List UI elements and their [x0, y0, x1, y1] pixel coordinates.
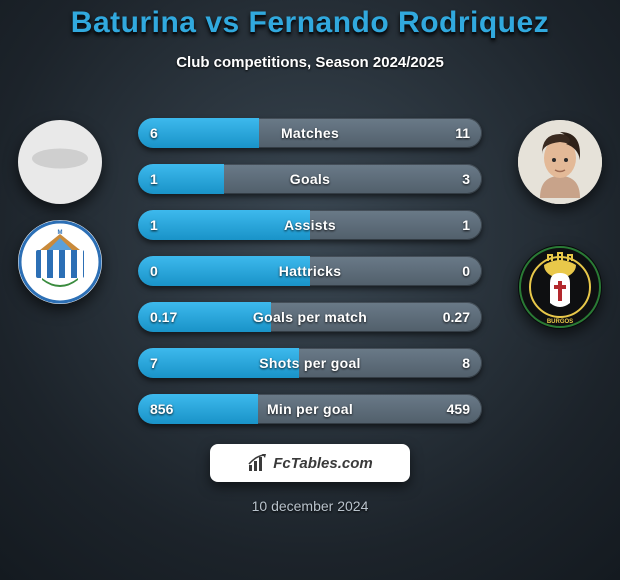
club-badge-right: BURGOS	[518, 245, 602, 329]
svg-text:M: M	[58, 230, 63, 236]
stat-value-right: 0.27	[443, 309, 470, 325]
stat-value-right: 3	[462, 171, 470, 187]
player-face-icon	[518, 120, 602, 204]
club-badge-left: M	[18, 220, 102, 304]
stat-row: 0 Hattricks 0	[138, 256, 482, 286]
page-title: Baturina vs Fernando Rodriquez	[0, 0, 620, 40]
stat-row: 0.17 Goals per match 0.27	[138, 302, 482, 332]
svg-text:BURGOS: BURGOS	[547, 319, 573, 325]
player-photo-left	[18, 120, 102, 204]
brand-badge: FcTables.com	[210, 444, 410, 482]
stat-value-left: 7	[150, 355, 158, 371]
stat-row: 856 Min per goal 459	[138, 394, 482, 424]
stat-label: Assists	[284, 217, 336, 233]
malaga-badge-icon: M	[18, 220, 102, 304]
player-photo-right	[518, 120, 602, 204]
stat-row: 7 Shots per goal 8	[138, 348, 482, 378]
stat-label: Min per goal	[267, 401, 353, 417]
stat-value-right: 0	[462, 263, 470, 279]
fctables-logo-icon	[247, 452, 269, 474]
stat-bars: 6Matches111Goals31Assists10Hattricks00.1…	[138, 118, 482, 440]
stat-label: Shots per goal	[259, 355, 360, 371]
avatar-placeholder-icon	[29, 131, 91, 201]
date-line: 10 december 2024	[0, 498, 620, 514]
stat-row: 6 Matches 11	[138, 118, 482, 148]
stat-value-right: 8	[462, 355, 470, 371]
burgos-badge-icon: BURGOS	[518, 245, 602, 329]
stat-row: 1 Assists 1	[138, 210, 482, 240]
comparison-stage: M BURGOS 6Matches111Goals31Assists10Hatt…	[0, 100, 620, 450]
stat-value-right: 459	[447, 401, 470, 417]
stat-label: Hattricks	[279, 263, 342, 279]
stat-value-right: 1	[462, 217, 470, 233]
stat-label: Goals per match	[253, 309, 367, 325]
stat-value-left: 6	[150, 125, 158, 141]
stat-value-left: 856	[150, 401, 173, 417]
stat-value-left: 1	[150, 217, 158, 233]
stat-value-right: 11	[455, 125, 470, 141]
stat-label: Goals	[290, 171, 330, 187]
stat-value-left: 1	[150, 171, 158, 187]
stat-label: Matches	[281, 125, 339, 141]
season-subtitle: Club competitions, Season 2024/2025	[0, 54, 620, 71]
stat-value-left: 0	[150, 263, 158, 279]
stat-value-left: 0.17	[150, 309, 177, 325]
stat-row: 1 Goals 3	[138, 164, 482, 194]
brand-text: FcTables.com	[273, 455, 372, 472]
